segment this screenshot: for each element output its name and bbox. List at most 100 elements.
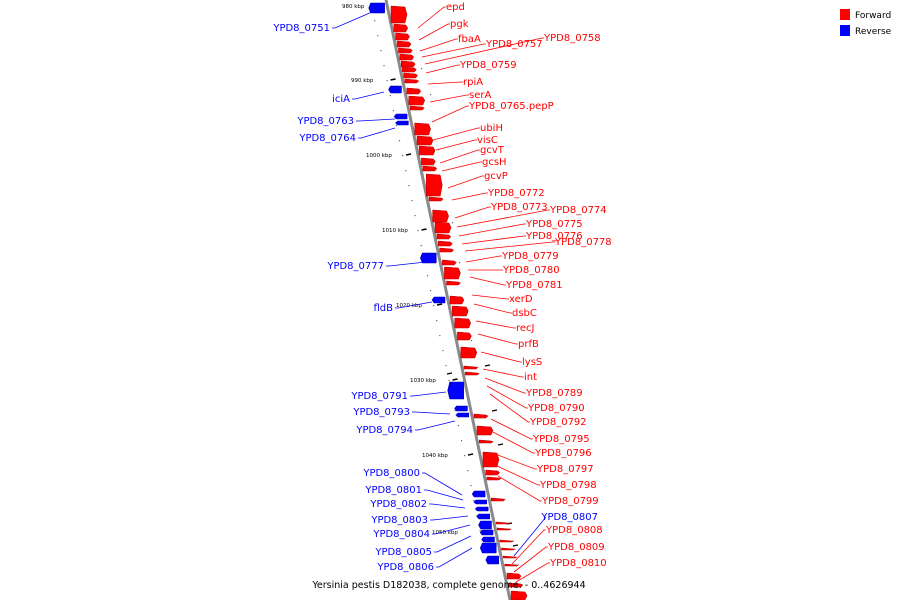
minor-tick — [421, 68, 423, 70]
gene-label-visc[interactable]: visC — [477, 135, 498, 146]
gene-label-ypd8-0803[interactable]: YPD8_0803 — [370, 515, 428, 526]
forward-leader — [489, 393, 530, 423]
gene-label-ypd8-0778[interactable]: YPD8_0778 — [554, 237, 612, 248]
gene-label-ypd8-0796[interactable]: YPD8_0796 — [534, 448, 592, 459]
gene-label-ypd8-0807[interactable]: YPD8_0807 — [540, 512, 598, 523]
gene-label-ypd8-0791[interactable]: YPD8_0791 — [350, 391, 408, 402]
minor-tick — [471, 340, 473, 342]
gene-label-ypd8-0801[interactable]: YPD8_0801 — [364, 485, 422, 496]
forward-gene-feature — [499, 539, 514, 543]
gene-label-ypd8-0751[interactable]: YPD8_0751 — [272, 23, 330, 34]
reverse-leader — [356, 118, 396, 122]
reverse-gene-feature — [479, 542, 497, 554]
gene-label-ypd8-0780[interactable]: YPD8_0780 — [502, 265, 560, 276]
gene-label-ypd8-0764[interactable]: YPD8_0764 — [298, 133, 356, 144]
forward-gene-feature — [436, 233, 452, 240]
gene-label-ypd8-0805[interactable]: YPD8_0805 — [374, 547, 432, 558]
gene-label-ypd8-0758[interactable]: YPD8_0758 — [543, 33, 601, 44]
reverse-leader — [513, 516, 547, 557]
forward-leader — [424, 37, 544, 65]
minor-tick — [398, 140, 401, 142]
forward-leader — [490, 418, 533, 440]
gene-label-rpia[interactable]: rpiA — [463, 77, 483, 88]
gene-label-sera[interactable]: serA — [469, 90, 491, 101]
reverse-leader — [410, 391, 447, 397]
forward-leader — [511, 529, 546, 565]
gene-label-ypd8-0779[interactable]: YPD8_0779 — [501, 251, 559, 262]
forward-leader — [475, 320, 516, 329]
forward-leader — [439, 149, 480, 164]
gene-label-ypd8-0795[interactable]: YPD8_0795 — [532, 434, 590, 445]
gene-label-ypd8-0809[interactable]: YPD8_0809 — [547, 542, 605, 553]
reverse-leader — [424, 489, 464, 501]
forward-leader — [469, 276, 506, 286]
gene-label-ypd8-0759[interactable]: YPD8_0759 — [459, 60, 517, 71]
gene-label-fldb[interactable]: fldB — [373, 303, 393, 314]
forward-gene-feature — [395, 32, 410, 41]
gene-label-epd[interactable]: epd — [446, 2, 465, 13]
forward-gene-feature — [482, 451, 500, 468]
gene-label-ubih[interactable]: ubiH — [480, 123, 503, 134]
forward-leader — [471, 294, 509, 300]
gene-label-ypd8-0789[interactable]: YPD8_0789 — [525, 388, 583, 399]
genome-backbone — [384, 0, 512, 600]
gene-label-ypd8-0806[interactable]: YPD8_0806 — [376, 562, 434, 573]
minor-tick — [439, 335, 441, 337]
gene-label-fbaa[interactable]: fbaA — [458, 34, 481, 45]
gene-label-ypd8-0798[interactable]: YPD8_0798 — [539, 480, 597, 491]
gene-label-ypd8-0775[interactable]: YPD8_0775 — [525, 219, 583, 230]
forward-leader — [461, 235, 526, 245]
gene-label-ypd8-0792[interactable]: YPD8_0792 — [529, 417, 587, 428]
gene-label-ypd8-0790[interactable]: YPD8_0790 — [527, 403, 585, 414]
gene-label-gcvp[interactable]: gcvP — [484, 171, 508, 182]
minor-tick — [426, 275, 429, 277]
gene-label-ypd8-0797[interactable]: YPD8_0797 — [536, 464, 594, 475]
gene-label-ypd8-0808[interactable]: YPD8_0808 — [545, 525, 603, 536]
gene-label-icia[interactable]: iciA — [332, 94, 350, 105]
gene-label-ypd8-0804[interactable]: YPD8_0804 — [372, 529, 430, 540]
gene-label-ypd8-0781[interactable]: YPD8_0781 — [505, 280, 563, 291]
minor-tick — [405, 170, 407, 172]
forward-gene-feature — [454, 317, 472, 329]
forward-gene-feature — [449, 295, 465, 305]
gene-label-gcsh[interactable]: gcsH — [482, 157, 507, 168]
gene-label-int[interactable]: int — [524, 372, 537, 383]
gene-label-ypd8-0763[interactable]: YPD8_0763 — [296, 116, 354, 127]
gene-label-ypd8-0777[interactable]: YPD8_0777 — [326, 261, 384, 272]
forward-gene-feature — [404, 78, 420, 84]
forward-gene-feature — [439, 247, 455, 253]
gene-features — [368, 2, 528, 600]
gene-label-ypd8-0773[interactable]: YPD8_0773 — [490, 202, 548, 213]
scale-tick-mark — [405, 153, 412, 156]
forward-gene-feature — [501, 547, 516, 551]
gene-label-ypd8-0772[interactable]: YPD8_0772 — [487, 188, 545, 199]
minor-tick — [459, 262, 461, 264]
gene-label-prfb[interactable]: prfB — [518, 339, 539, 350]
gene-label-dsbc[interactable]: dsbC — [512, 308, 537, 319]
gene-label-recj[interactable]: recJ — [516, 323, 535, 334]
minor-tick — [452, 222, 454, 224]
gene-label-xerd[interactable]: xerD — [509, 294, 533, 305]
gene-label-lyss[interactable]: lysS — [522, 357, 542, 368]
gene-label-ypd8-0794[interactable]: YPD8_0794 — [355, 425, 413, 436]
forward-gene-feature — [406, 87, 422, 95]
gene-label-ypd8-0800[interactable]: YPD8_0800 — [362, 468, 420, 479]
reverse-leader — [432, 524, 471, 535]
gene-label-ypd8-0776[interactable]: YPD8_0776 — [525, 231, 583, 242]
gene-label-pgk[interactable]: pgk — [450, 19, 469, 30]
gene-label-ypd8-0765-pepp[interactable]: YPD8_0765.pepP — [468, 101, 554, 112]
gene-label-ypd8-0757[interactable]: YPD8_0757 — [485, 39, 543, 50]
gene-label-ypd8-0810[interactable]: YPD8_0810 — [549, 558, 607, 569]
gene-label-ypd8-0799[interactable]: YPD8_0799 — [541, 496, 599, 507]
minor-tick — [392, 110, 394, 112]
forward-gene-feature — [473, 413, 489, 419]
gene-label-ypd8-0793[interactable]: YPD8_0793 — [352, 407, 410, 418]
forward-leader — [431, 105, 469, 123]
gene-label-gcvt[interactable]: gcvT — [480, 145, 505, 156]
scale-tick-label: 1040 kbp — [422, 453, 448, 459]
forward-leader — [477, 333, 518, 345]
gene-label-ypd8-0774[interactable]: YPD8_0774 — [549, 205, 607, 216]
reverse-gene-feature — [478, 520, 492, 530]
gene-label-ypd8-0802[interactable]: YPD8_0802 — [369, 499, 427, 510]
minor-tick — [411, 200, 413, 202]
